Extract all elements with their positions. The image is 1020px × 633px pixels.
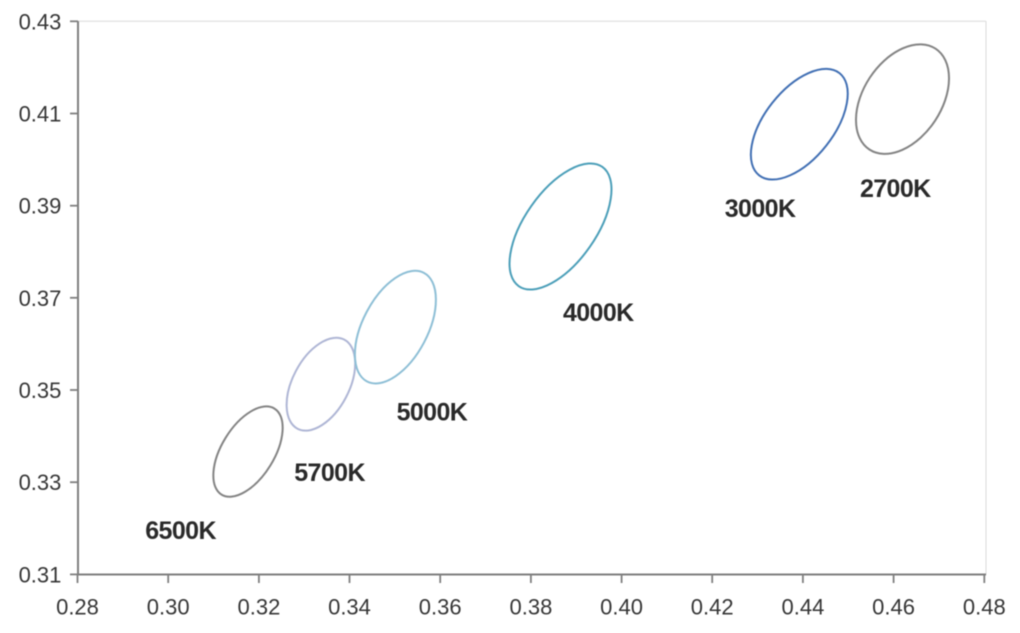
svg-text:0.35: 0.35 — [19, 378, 62, 403]
svg-text:0.30: 0.30 — [147, 594, 190, 619]
svg-text:0.40: 0.40 — [600, 594, 643, 619]
svg-text:0.33: 0.33 — [19, 470, 62, 495]
svg-text:0.46: 0.46 — [872, 594, 915, 619]
svg-text:0.37: 0.37 — [19, 286, 62, 311]
svg-text:0.41: 0.41 — [19, 102, 62, 127]
svg-text:0.36: 0.36 — [419, 594, 462, 619]
svg-text:5700K: 5700K — [294, 459, 365, 487]
svg-text:0.32: 0.32 — [237, 594, 280, 619]
svg-text:0.44: 0.44 — [781, 594, 824, 619]
svg-text:0.39: 0.39 — [19, 194, 62, 219]
svg-text:4000K: 4000K — [563, 299, 634, 327]
svg-text:0.31: 0.31 — [19, 562, 62, 587]
svg-text:6500K: 6500K — [145, 517, 216, 545]
svg-text:0.28: 0.28 — [56, 594, 99, 619]
svg-text:3000K: 3000K — [725, 195, 796, 223]
svg-text:2700K: 2700K — [860, 175, 931, 203]
svg-text:0.34: 0.34 — [328, 594, 371, 619]
svg-text:0.42: 0.42 — [691, 594, 734, 619]
svg-text:0.38: 0.38 — [509, 594, 552, 619]
svg-text:0.43: 0.43 — [19, 9, 62, 34]
svg-text:0.48: 0.48 — [963, 594, 1006, 619]
svg-text:5000K: 5000K — [397, 399, 468, 427]
